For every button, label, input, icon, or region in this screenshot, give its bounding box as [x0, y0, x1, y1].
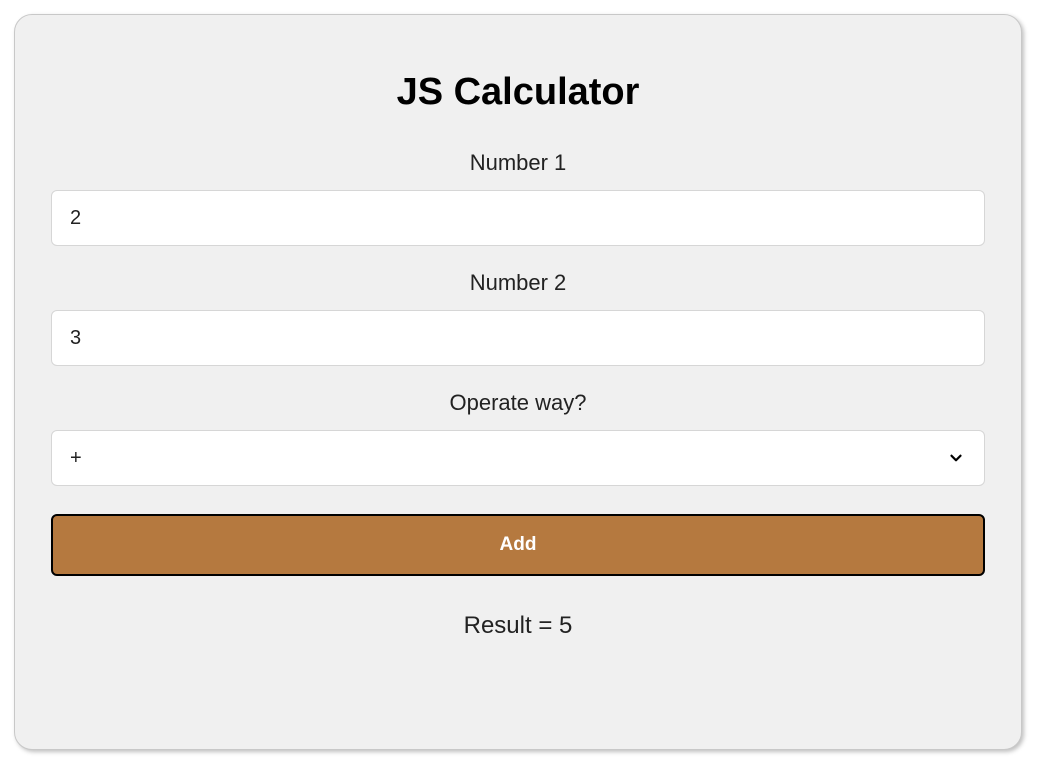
calculator-card: JS Calculator Number 1 Number 2 Operate … — [14, 14, 1022, 750]
result-text: Result = 5 — [464, 612, 573, 640]
number1-input[interactable] — [51, 190, 985, 246]
operator-label: Operate way? — [450, 390, 587, 416]
page-title: JS Calculator — [397, 71, 640, 114]
operator-select[interactable]: +-*/ — [51, 430, 985, 486]
number2-label: Number 2 — [470, 270, 567, 296]
submit-button[interactable]: Add — [51, 514, 985, 576]
operator-select-wrap: +-*/ — [51, 430, 985, 486]
number1-label: Number 1 — [470, 150, 567, 176]
number2-input[interactable] — [51, 310, 985, 366]
